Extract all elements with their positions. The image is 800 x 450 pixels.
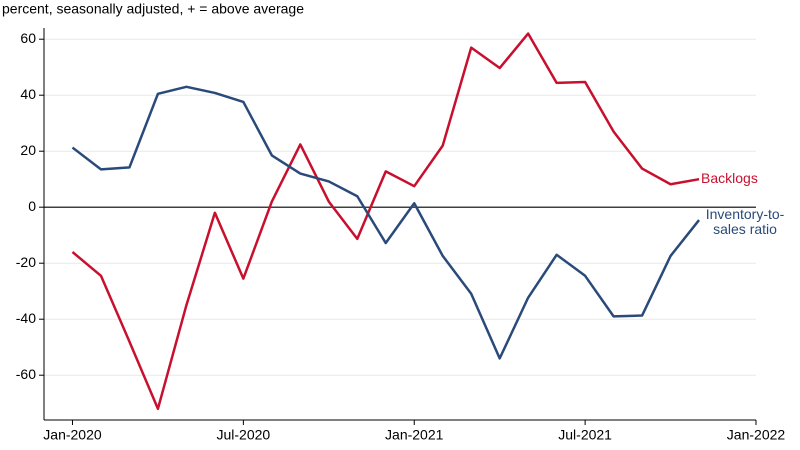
line-series <box>71 85 701 360</box>
series-label: Backlogs <box>701 170 758 187</box>
x-tick-label: Jul-2021 <box>558 427 612 443</box>
x-tick-label: Jan-2021 <box>385 427 444 443</box>
x-tick-label: Jan-2022 <box>727 427 786 443</box>
y-tick-label: -60 <box>16 366 36 382</box>
x-tick-label: Jul-2020 <box>217 427 271 443</box>
x-tick-label: Jan-2020 <box>43 427 102 443</box>
y-tick-label: -20 <box>16 254 36 270</box>
y-tick-label: 40 <box>20 86 36 102</box>
y-tick-label: 60 <box>20 30 36 46</box>
y-tick-label: -40 <box>16 310 36 326</box>
line-series <box>71 32 700 411</box>
y-axis-label: percent, seasonally adjusted, + = above … <box>2 1 304 17</box>
y-tick-label: 20 <box>20 142 36 158</box>
series-label: Inventory-to-sales ratio <box>705 206 785 238</box>
y-tick-label: 0 <box>28 198 36 214</box>
